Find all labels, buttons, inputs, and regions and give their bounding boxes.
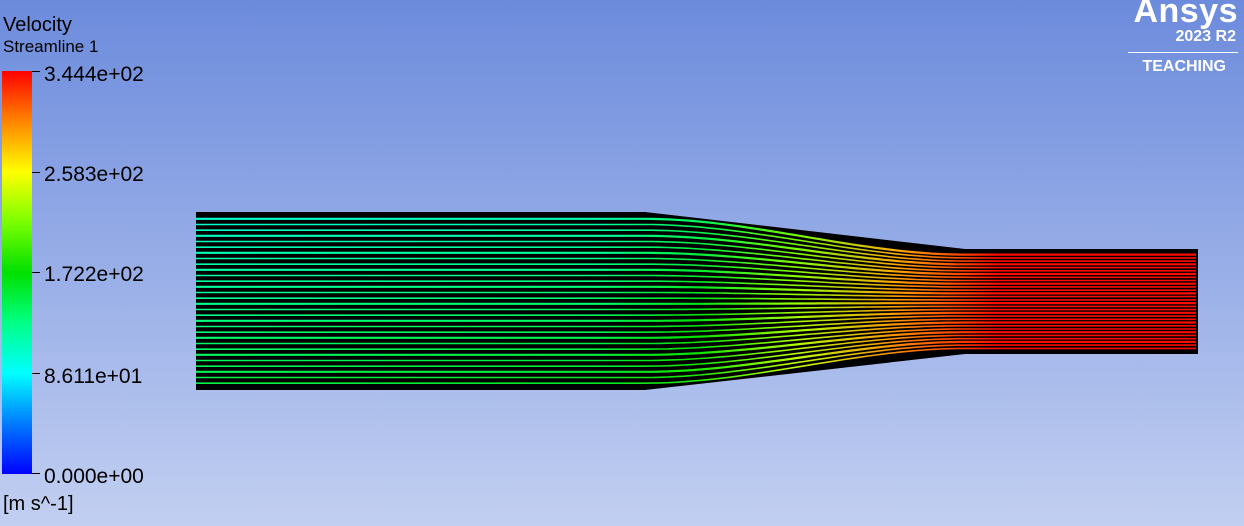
streamline <box>196 234 1196 266</box>
streamline <box>196 340 1196 373</box>
colorbar-label-1: 8.611e+01 <box>44 365 143 388</box>
colorbar <box>2 71 32 474</box>
streamline <box>196 263 1196 282</box>
legend-title: Velocity <box>3 14 72 36</box>
streamline <box>196 311 1196 322</box>
streamline <box>196 331 1196 356</box>
units-label: [m s^-1] <box>3 493 74 515</box>
colorbar-tick-1 <box>32 373 40 374</box>
streamline <box>196 328 1196 350</box>
streamline <box>196 347 1196 384</box>
streamline <box>196 291 1196 298</box>
streamline <box>196 240 1196 269</box>
streamlines <box>196 217 1196 384</box>
logo-edition: TEACHING <box>1142 58 1226 75</box>
colorbar-label-max: 3.444e+02 <box>44 63 144 86</box>
colorbar-tick-min <box>32 473 40 474</box>
streamline <box>196 280 1196 291</box>
streamline <box>196 223 1196 259</box>
streamline <box>196 302 1196 305</box>
streamline <box>196 344 1196 379</box>
streamline <box>196 315 1196 328</box>
colorbar-tick-max <box>32 71 40 72</box>
colorbar-tick-3 <box>32 172 40 173</box>
colorbar-label-2: 1.722e+02 <box>44 263 144 286</box>
streamline <box>196 217 1196 256</box>
logo-brand: Ansys <box>1133 0 1238 30</box>
streamline <box>196 308 1196 316</box>
streamline <box>196 337 1196 367</box>
streamline <box>196 285 1196 295</box>
logo-divider <box>1128 52 1238 53</box>
streamline <box>196 229 1196 262</box>
logo-version: 2023 R2 <box>1175 28 1237 45</box>
streamline <box>196 305 1196 311</box>
streamline <box>196 318 1196 333</box>
streamline <box>196 321 1196 339</box>
colorbar-label-3: 2.583e+02 <box>44 163 144 186</box>
streamline <box>196 334 1196 362</box>
streamline <box>196 325 1196 345</box>
colorbar-label-min: 0.000e+00 <box>44 465 144 488</box>
streamline <box>196 257 1196 279</box>
streamline <box>196 251 1196 276</box>
streamline <box>196 268 1196 285</box>
colorbar-tick-2 <box>32 272 40 273</box>
streamline <box>196 274 1196 288</box>
streamline <box>196 297 1196 301</box>
streamline <box>196 246 1196 272</box>
legend-subtitle: Streamline 1 <box>3 37 99 56</box>
ansys-logo: Ansys 2023 R2 TEACHING <box>1120 0 1238 76</box>
